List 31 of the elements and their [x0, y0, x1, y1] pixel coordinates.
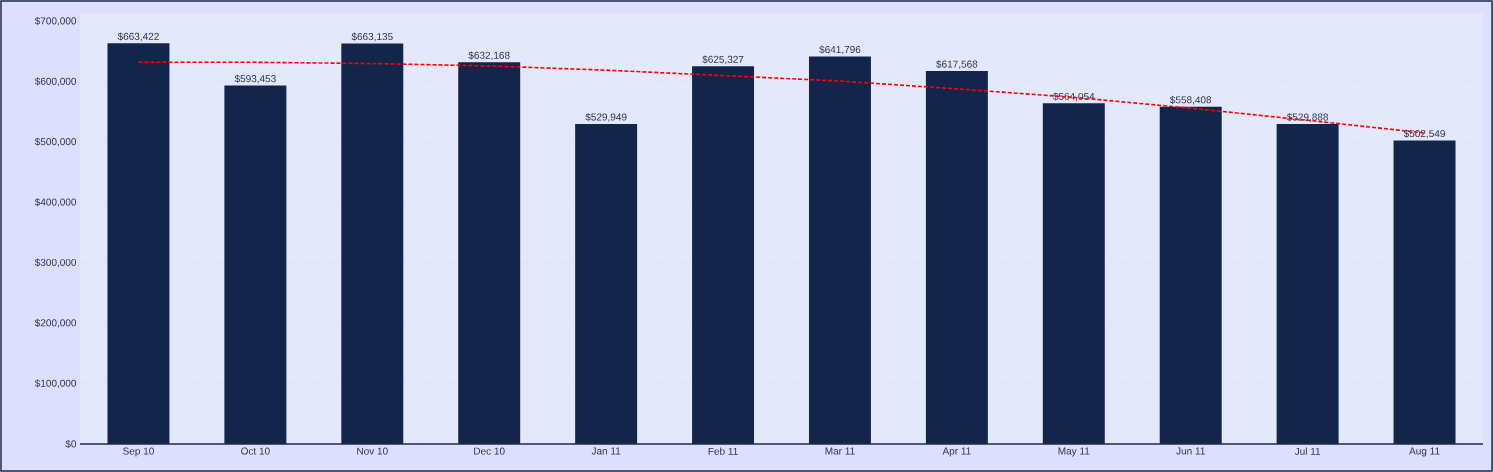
- x-tick-label: Oct 10: [241, 447, 270, 455]
- data-label: $529,949: [585, 113, 627, 122]
- x-tick-label: Jan 11: [591, 447, 621, 455]
- data-label: $663,135: [351, 32, 393, 42]
- x-tick-label: May 11: [1058, 447, 1090, 457]
- x-tick-label: Aug 11: [1409, 447, 1440, 457]
- data-label: $558,408: [1169, 95, 1212, 105]
- data-label: $529,888: [1286, 113, 1329, 122]
- y-tick-label: $500,000: [34, 137, 77, 147]
- x-tick-label: Jul 11: [1294, 447, 1321, 455]
- x-tick-label: Apr 11: [942, 447, 971, 457]
- x-tick-label: Nov 10: [357, 447, 388, 455]
- y-tick-label: $200,000: [34, 318, 77, 328]
- y-tick-label: $100,000: [34, 379, 77, 388]
- x-tick-label: Mar 11: [825, 447, 855, 455]
- data-label: $593,453: [234, 74, 276, 84]
- data-label: $617,568: [936, 60, 978, 69]
- x-tick-label: Dec 10: [474, 447, 505, 455]
- data-label: $632,168: [468, 51, 510, 61]
- y-tick-label: $300,000: [34, 258, 77, 268]
- data-label: $663,422: [117, 32, 159, 42]
- y-tick-label: $400,000: [34, 198, 77, 207]
- data-label: $625,327: [702, 55, 744, 65]
- y-tick-label: $600,000: [34, 77, 77, 86]
- y-tick-label: $0: [65, 439, 77, 449]
- data-label: $641,796: [819, 45, 861, 55]
- x-tick-label: Sep 10: [123, 447, 154, 457]
- y-tick-label: $700,000: [34, 16, 77, 26]
- x-tick-label: Jun 11: [1176, 447, 1205, 455]
- x-tick-label: Feb 11: [708, 447, 738, 455]
- data-label: $502,549: [1403, 129, 1445, 139]
